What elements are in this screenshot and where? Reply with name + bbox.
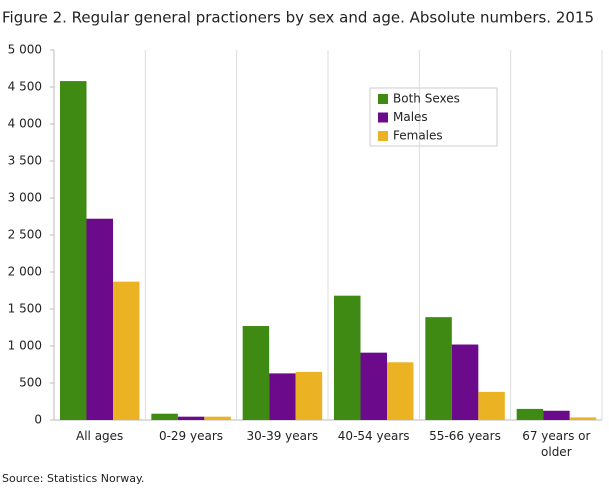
bar bbox=[451, 344, 479, 420]
y-tick-label: 3 000 bbox=[8, 191, 42, 205]
y-tick-label: 500 bbox=[19, 376, 42, 390]
bar bbox=[269, 373, 296, 420]
x-tick-label: 67 years or older bbox=[522, 429, 591, 459]
bar bbox=[360, 352, 387, 420]
bar bbox=[177, 416, 205, 420]
bar bbox=[113, 281, 140, 420]
bar bbox=[60, 81, 87, 420]
legend-box bbox=[369, 87, 498, 147]
x-tick-label: 30-39 years bbox=[246, 429, 319, 443]
y-tick-label: 0 bbox=[34, 413, 42, 427]
legend-label: Males bbox=[393, 110, 428, 124]
legend-label: Females bbox=[393, 129, 443, 143]
bar bbox=[425, 317, 452, 420]
x-tick-label: 0-29 years bbox=[158, 429, 224, 443]
y-tick-label: 1 500 bbox=[8, 302, 42, 316]
chart-title: Figure 2. Regular general practioners by… bbox=[2, 9, 594, 27]
bar bbox=[516, 408, 544, 420]
y-tick-label: 2 000 bbox=[8, 265, 42, 279]
bar bbox=[478, 391, 505, 420]
legend-swatch bbox=[378, 112, 388, 123]
bar bbox=[334, 295, 361, 420]
legend-swatch bbox=[378, 131, 388, 141]
x-tick-label: 55-66 years bbox=[429, 429, 501, 443]
source: Source: Statistics Norway. bbox=[2, 472, 144, 485]
bar bbox=[86, 218, 113, 420]
bar bbox=[151, 413, 178, 420]
x-tick-label: All ages bbox=[76, 429, 124, 443]
bar bbox=[543, 410, 570, 420]
bar bbox=[569, 417, 597, 420]
y-tick-label: 4 500 bbox=[8, 80, 42, 94]
y-tick-label: 3 500 bbox=[8, 154, 42, 168]
bar bbox=[242, 326, 270, 420]
x-tick-label: 40-54 years bbox=[337, 429, 410, 443]
bar bbox=[295, 371, 323, 420]
y-tick-label: 2 500 bbox=[8, 228, 42, 242]
bar bbox=[204, 416, 231, 420]
y-tick-label: 4 000 bbox=[8, 117, 42, 131]
bar bbox=[387, 362, 414, 420]
y-tick-label: 5 000 bbox=[8, 43, 42, 57]
legend-swatch bbox=[378, 94, 388, 104]
legend-label: Both Sexes bbox=[393, 92, 460, 106]
y-tick-label: 1 000 bbox=[8, 339, 42, 353]
